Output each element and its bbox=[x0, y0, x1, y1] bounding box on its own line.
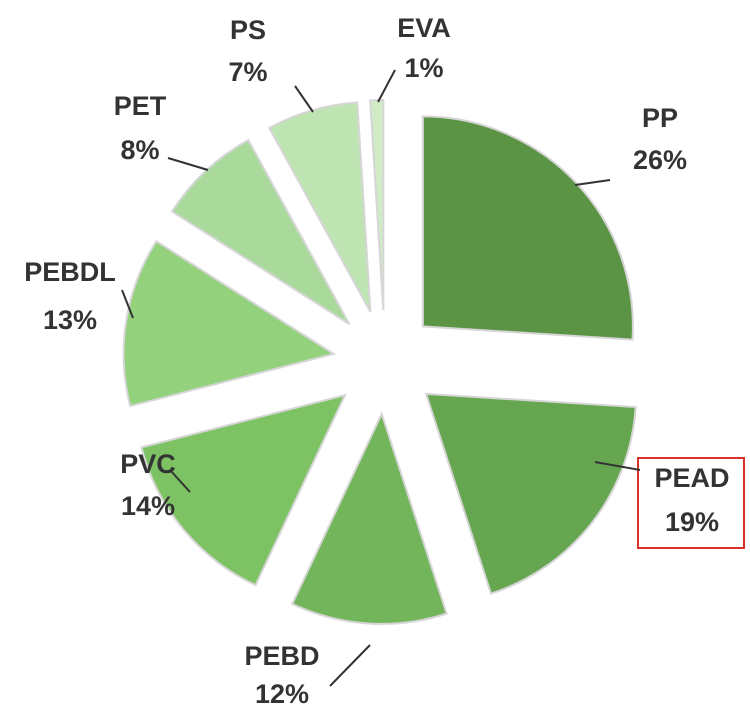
pie-slice bbox=[424, 392, 637, 595]
slice-value-label: 14% bbox=[121, 491, 175, 521]
pie-slice bbox=[290, 411, 448, 625]
slice-label: PEBDL bbox=[24, 257, 116, 287]
leader-line bbox=[294, 85, 314, 113]
highlight-box bbox=[637, 457, 745, 549]
leader-line bbox=[329, 644, 371, 687]
slice-label: PET bbox=[114, 91, 167, 121]
slice-value-label: 8% bbox=[120, 135, 159, 165]
slice-label: EVA bbox=[397, 13, 451, 43]
leader-line bbox=[377, 69, 396, 103]
pie-slice bbox=[369, 99, 385, 311]
pie-slice bbox=[122, 239, 337, 408]
slice-label: PEBD bbox=[244, 641, 319, 671]
leader-line bbox=[574, 179, 611, 186]
slice-value-label: 7% bbox=[228, 57, 267, 87]
slice-value-label: 26% bbox=[633, 145, 687, 175]
leader-line bbox=[169, 469, 191, 493]
slice-value-label: 19% bbox=[665, 507, 719, 537]
slice-label: PVC bbox=[120, 449, 176, 479]
slice-label: PS bbox=[230, 15, 266, 45]
slice-value-label: 12% bbox=[255, 679, 309, 709]
slice-value-label: 13% bbox=[43, 305, 97, 335]
slice-label: PP bbox=[642, 103, 678, 133]
leader-line bbox=[594, 461, 641, 471]
pie-slice bbox=[421, 115, 634, 341]
pie-slice bbox=[140, 393, 347, 587]
slice-value-label: 1% bbox=[404, 53, 443, 83]
pie-slice bbox=[170, 138, 351, 325]
slice-label: PEAD bbox=[654, 463, 729, 493]
leader-line bbox=[167, 157, 209, 171]
leader-line bbox=[121, 289, 134, 319]
